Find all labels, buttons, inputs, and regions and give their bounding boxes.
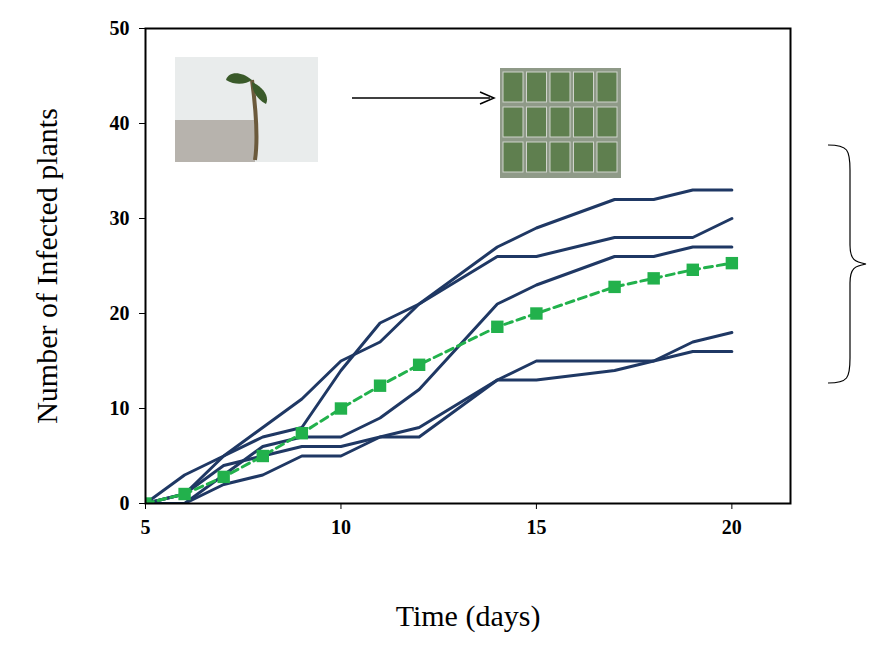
svg-text:10: 10 bbox=[331, 516, 351, 538]
svg-text:50: 50 bbox=[110, 17, 130, 39]
svg-text:10: 10 bbox=[110, 397, 130, 419]
svg-text:5: 5 bbox=[141, 516, 151, 538]
svg-text:20: 20 bbox=[110, 302, 130, 324]
svg-text:Time (days): Time (days) bbox=[396, 599, 541, 633]
svg-text:40: 40 bbox=[110, 112, 130, 134]
svg-text:0: 0 bbox=[120, 492, 130, 514]
svg-text:20: 20 bbox=[722, 516, 742, 538]
svg-text:Number of Infected plants: Number of Infected plants bbox=[30, 108, 63, 424]
svg-text:15: 15 bbox=[526, 516, 546, 538]
svg-text:30: 30 bbox=[110, 207, 130, 229]
